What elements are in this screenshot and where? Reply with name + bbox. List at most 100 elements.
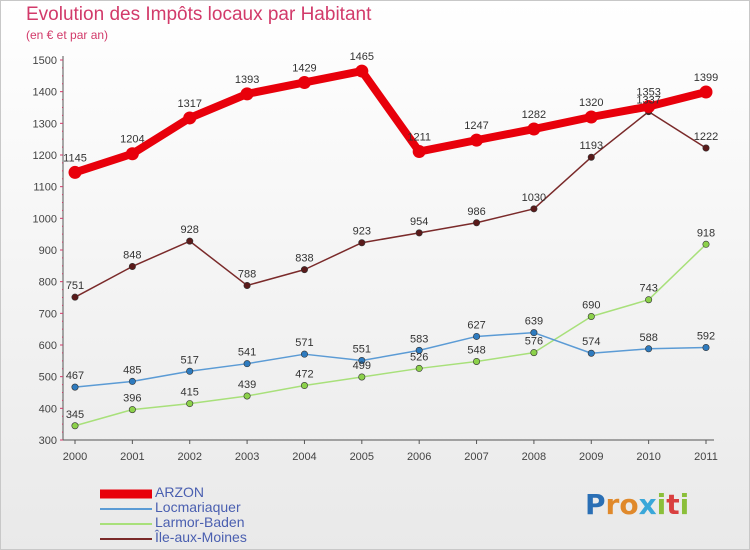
data-point [702,144,710,152]
y-tick-label: 400 [39,403,57,415]
data-point [530,329,538,337]
data-point [645,296,653,304]
data-point [358,357,366,365]
series-line-île-aux-moines [74,110,707,298]
data-label: 1030 [522,192,546,204]
data-label: 485 [123,364,141,376]
proxiti-logo: Proxiti [585,488,689,521]
x-tick-label: 2006 [407,451,431,463]
data-point [702,344,710,352]
y-tick-label: 500 [39,372,57,384]
data-point [412,145,426,159]
logo-letter: r [605,488,620,521]
x-tick-label: 2008 [522,451,546,463]
data-label: 1320 [579,97,603,109]
data-point [415,364,423,372]
x-tick-label: 2010 [636,451,660,463]
y-tick-label: 800 [39,277,57,289]
y-tick-label: 700 [39,308,57,320]
data-label: 517 [181,354,199,366]
data-label: 576 [525,336,543,348]
data-label: 1211 [407,132,431,144]
data-label: 415 [181,387,199,399]
x-tick-label: 2003 [235,451,259,463]
data-point [186,237,194,245]
data-label: 1282 [522,109,546,121]
y-tick-label: 600 [39,340,57,352]
data-label: 1204 [120,134,144,146]
data-label: 583 [410,333,428,345]
series-line-larmor-baden [74,243,707,427]
data-point [71,422,79,430]
series-line-locmariaquer [74,331,707,388]
data-point [71,293,79,301]
data-point [300,382,308,390]
data-label: 928 [181,224,199,236]
data-point [587,349,595,357]
x-tick-label: 2004 [292,451,316,463]
x-tick-label: 2009 [579,451,603,463]
legend-swatch [100,507,152,510]
legend-swatch [100,522,152,525]
logo-letter: x [638,488,657,521]
logo-letter: t [666,488,680,521]
data-point [584,110,598,124]
data-point [530,205,538,213]
data-label: 1317 [177,98,201,110]
legend-label: ARZON [155,484,204,500]
data-label: 574 [582,336,600,348]
data-label: 588 [639,332,657,344]
data-label: 541 [238,347,256,359]
legend: ARZON Locmariaquer Larmor-Baden Île-aux-Moi… [100,484,320,546]
logo-letter: P [585,488,606,521]
data-label: 548 [467,344,485,356]
data-label: 1222 [694,131,718,143]
data-point [358,239,366,247]
data-label: 690 [582,300,600,312]
data-point [68,165,82,179]
data-label: 1337 [636,95,660,107]
data-label: 1145 [63,152,87,164]
legend-swatch [100,537,152,540]
data-point [699,85,713,99]
chart-subtitle: (en € et par an) [26,28,109,42]
data-label: 986 [467,206,485,218]
data-label: 1353 [636,87,660,99]
data-point [125,147,139,161]
x-tick-label: 2011 [694,451,718,463]
data-label: 571 [295,337,313,349]
legend-label: Locmariaquer [155,499,241,515]
data-point [243,392,251,400]
data-point [415,229,423,237]
data-point [128,406,136,414]
data-point [642,100,656,114]
data-point [183,111,197,125]
data-point [297,75,311,89]
x-tick-label: 2005 [350,451,374,463]
data-label: 551 [353,344,371,356]
data-label: 751 [66,280,84,292]
legend-item: Île-aux-Moines [100,529,320,546]
y-tick-label: 300 [39,435,57,447]
data-label: 396 [123,393,141,405]
data-point [243,281,251,289]
data-label: 838 [295,253,313,265]
y-tick-label: 1000 [33,213,57,225]
logo-letter: i [679,488,690,521]
x-tick-label: 2001 [120,451,144,463]
data-label: 848 [123,249,141,261]
data-point [587,312,595,320]
logo-letter: o [619,488,639,521]
data-point [702,240,710,248]
data-point [415,346,423,354]
data-point [243,360,251,368]
data-point [470,133,484,147]
data-point [473,332,481,340]
logo-letter: i [656,488,667,521]
data-label: 788 [238,268,256,280]
data-point [530,349,538,357]
data-label: 918 [697,227,715,239]
data-point [186,367,194,375]
data-label: 439 [238,379,256,391]
